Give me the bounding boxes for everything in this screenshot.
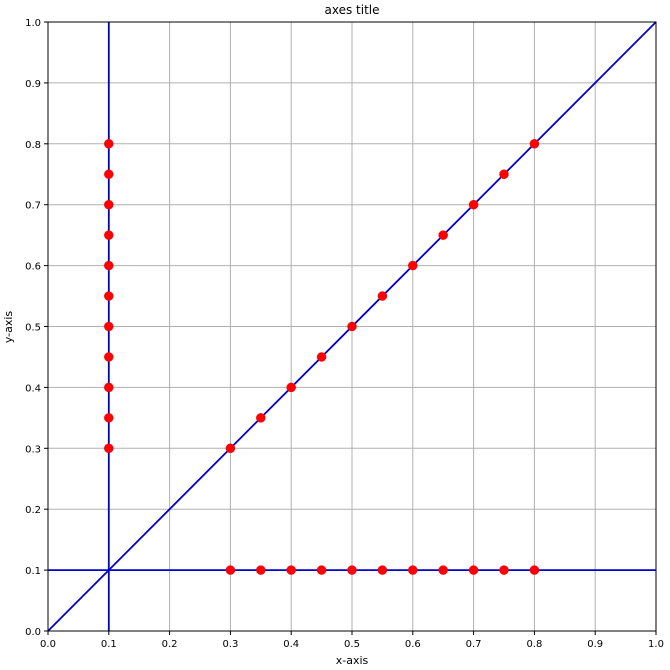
data-point — [468, 199, 479, 210]
y-tick-label: 0.6 — [25, 262, 41, 273]
chart-title: axes title — [325, 3, 380, 17]
y-tick-label: 0.3 — [25, 444, 41, 455]
y-tick-label: 0.1 — [25, 566, 41, 577]
data-point — [104, 352, 114, 362]
data-point — [377, 565, 388, 575]
x-tick-label: 0.8 — [526, 639, 542, 650]
x-tick-label: 0.9 — [587, 639, 603, 650]
y-tick-label: 0.4 — [25, 383, 41, 394]
data-point — [347, 321, 357, 332]
data-point — [316, 565, 327, 575]
y-tick-label: 0.8 — [25, 140, 41, 151]
data-point — [529, 139, 540, 149]
data-point — [438, 565, 448, 575]
data-point — [104, 382, 114, 393]
data-point — [225, 443, 236, 454]
data-point — [438, 230, 448, 240]
x-ticks: 0.0 0.1 0.2 0.3 0.4 0.5 0.6 0.7 0.8 0.9 1.0 — [40, 631, 664, 650]
x-tick-label: 0.0 — [40, 639, 56, 650]
y-tick-label: 0.0 — [25, 627, 41, 638]
data-point — [104, 291, 114, 301]
data-point — [377, 291, 388, 301]
y-tick-label: 1.0 — [25, 18, 41, 29]
x-tick-label: 0.6 — [405, 639, 421, 650]
data-point — [408, 565, 418, 575]
x-tick-label: 1.0 — [648, 639, 664, 650]
data-point — [104, 443, 114, 454]
y-tick-label: 0.7 — [25, 201, 41, 212]
x-tick-label: 0.3 — [222, 639, 238, 650]
data-point — [347, 565, 357, 575]
data-point — [408, 260, 418, 271]
data-point — [225, 565, 236, 575]
data-points — [104, 139, 540, 575]
data-point — [104, 321, 114, 332]
x-tick-label: 0.5 — [344, 639, 360, 650]
y-tick-label: 0.2 — [25, 505, 41, 516]
x-tick-label: 0.1 — [101, 639, 117, 650]
data-point — [499, 169, 509, 179]
data-point — [104, 260, 114, 271]
data-point — [529, 565, 540, 575]
data-point — [104, 413, 114, 423]
x-tick-label: 0.2 — [162, 639, 178, 650]
data-point — [468, 565, 479, 575]
data-point — [256, 565, 266, 575]
x-tick-label: 0.4 — [283, 639, 299, 650]
y-tick-label: 0.5 — [25, 323, 41, 334]
x-tick-label: 0.7 — [466, 639, 482, 650]
x-axis-label: x-axis — [336, 654, 369, 667]
data-point — [104, 230, 114, 240]
data-point — [256, 413, 266, 423]
data-point — [286, 382, 296, 393]
y-axis-label: y-axis — [2, 311, 15, 344]
y-ticks: 0.0 0.1 0.2 0.3 0.4 0.5 0.6 0.7 0.8 0.9 1.0 — [25, 18, 48, 638]
y-tick-label: 0.9 — [25, 79, 41, 90]
data-point — [104, 139, 114, 149]
data-point — [316, 352, 327, 362]
data-point — [104, 199, 114, 210]
data-point — [286, 565, 296, 575]
data-point — [499, 565, 509, 575]
data-point — [104, 169, 114, 179]
